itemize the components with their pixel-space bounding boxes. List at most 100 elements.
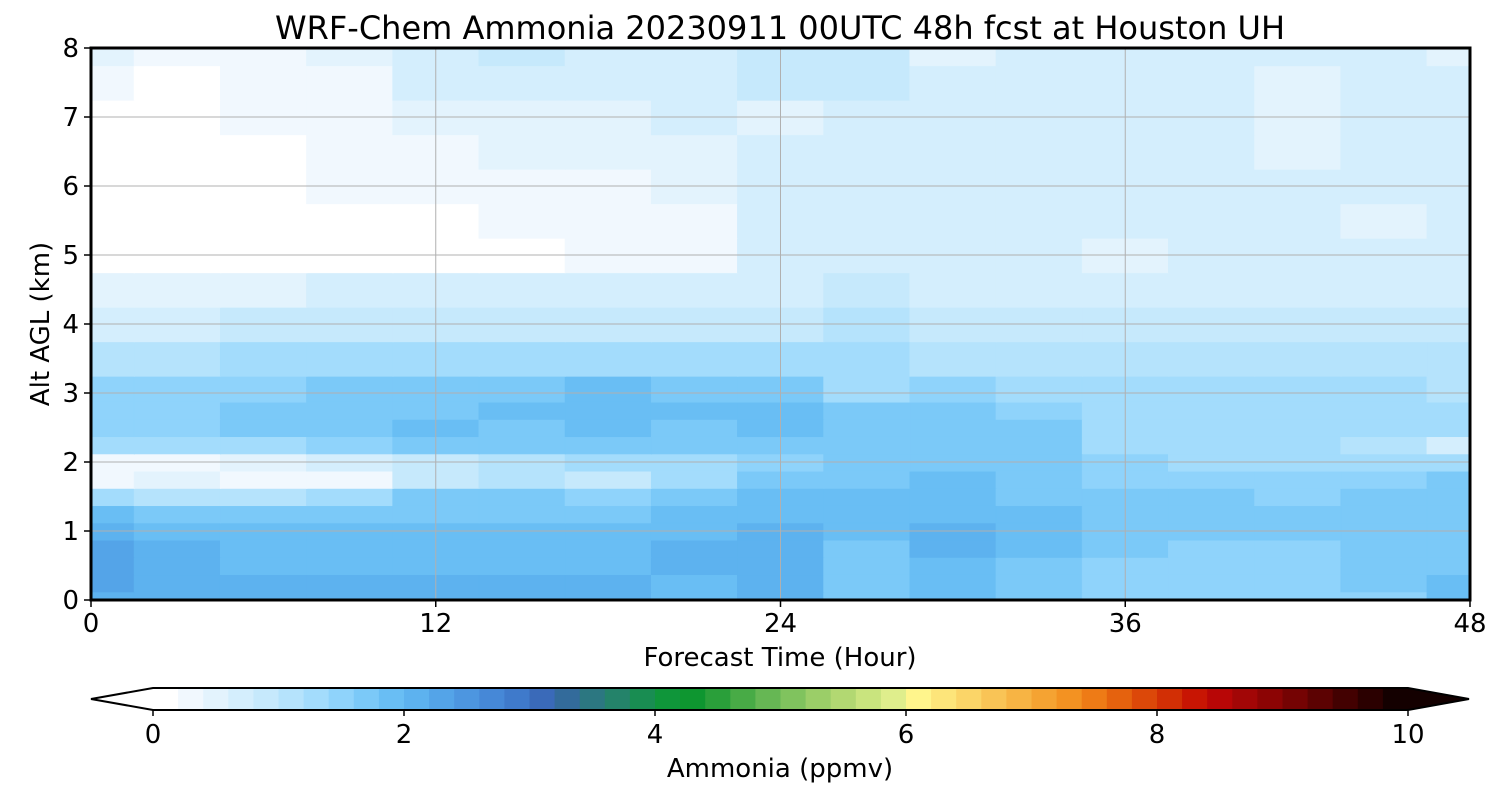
heatmap-cell — [564, 470, 653, 489]
heatmap-cell — [91, 401, 135, 420]
heatmap-cell — [995, 470, 1084, 489]
heatmap-cell — [1168, 271, 1256, 308]
heatmap-cell — [995, 573, 1084, 593]
heatmap-cell — [133, 375, 222, 403]
colorbar-swatch — [1006, 688, 1032, 710]
colorbar-tick-label: 8 — [1149, 720, 1166, 750]
heatmap-cell — [909, 556, 997, 576]
heatmap-cell — [306, 340, 394, 377]
heatmap-cell — [306, 504, 394, 524]
heatmap-cell — [219, 435, 308, 455]
colorbar-extend-max — [1408, 688, 1469, 710]
heatmap-cell — [91, 375, 135, 403]
heatmap-cell — [909, 375, 997, 403]
heatmap-cell — [909, 64, 997, 101]
heatmap-cell — [909, 539, 997, 558]
colorbar-swatch — [454, 688, 480, 710]
heatmap-cell — [1426, 539, 1470, 558]
heatmap-cell — [1168, 48, 1256, 67]
heatmap-cell — [1254, 470, 1342, 489]
heatmap-cell — [1254, 556, 1342, 576]
colorbar-swatch — [1031, 688, 1058, 710]
colorbar-extend-min — [91, 688, 153, 710]
colorbar-swatch — [228, 688, 254, 710]
heatmap-cell — [91, 470, 135, 489]
heatmap-cell — [478, 539, 566, 558]
heatmap-cell — [1340, 133, 1428, 170]
colorbar-swatch — [504, 688, 530, 710]
heatmap-cell — [650, 48, 739, 67]
colorbar-tick-label: 10 — [1391, 720, 1424, 750]
colorbar-swatch — [1157, 688, 1183, 710]
heatmap-cell — [1254, 48, 1342, 67]
heatmap-cell — [823, 375, 911, 403]
colorbar-swatch — [303, 688, 330, 710]
heatmap-cell — [91, 48, 135, 67]
heatmap-cell — [133, 435, 222, 455]
heatmap-cell — [1168, 64, 1256, 101]
heatmap-cell — [1254, 573, 1342, 593]
heatmap-cell — [133, 487, 222, 507]
heatmap-cell — [823, 539, 911, 558]
heatmap-cell — [909, 271, 997, 308]
colorbar-swatch — [178, 688, 204, 710]
heatmap-cell — [1340, 340, 1428, 377]
heatmap-cell — [306, 470, 394, 489]
heatmap-cell — [219, 271, 308, 308]
heatmap-cell — [1426, 435, 1470, 455]
heatmap-cell — [823, 48, 911, 67]
heatmap-cell — [219, 504, 308, 524]
colorbar-swatch — [629, 688, 656, 710]
heatmap-cell — [564, 48, 653, 67]
heatmap-cell — [823, 435, 911, 455]
heatmap-cell — [133, 271, 222, 308]
y-tick-label: 5 — [62, 241, 79, 271]
colorbar-swatch — [554, 688, 581, 710]
heatmap-cell — [995, 375, 1084, 403]
heatmap-cell — [133, 48, 222, 67]
colorbar-swatch — [1182, 688, 1208, 710]
heatmap-cell — [91, 271, 135, 308]
y-tick-label: 0 — [62, 586, 79, 616]
heatmap-cell — [1168, 573, 1256, 593]
heatmap-cell — [91, 340, 135, 377]
heatmap-cell — [478, 418, 566, 438]
heatmap-cell — [306, 487, 394, 507]
colorbar-swatch — [579, 688, 606, 710]
heatmap-cell — [91, 573, 135, 593]
heatmap-cell — [1340, 470, 1428, 489]
heatmap-cell — [995, 556, 1084, 576]
heatmap-cell — [823, 504, 911, 524]
heatmap-cell — [91, 64, 135, 101]
colorbar-swatch — [906, 688, 932, 710]
heatmap-cell — [91, 487, 135, 507]
heatmap-cell — [995, 435, 1084, 455]
heatmap-cell — [564, 64, 653, 101]
heatmap-cell — [1426, 375, 1470, 403]
colorbar-swatch — [705, 688, 731, 710]
colorbar-swatch — [1257, 688, 1283, 710]
heatmap-cell — [478, 133, 566, 170]
heatmap-cell — [995, 418, 1084, 438]
heatmap-field — [91, 48, 1470, 600]
heatmap-cell — [133, 202, 222, 239]
y-tick-label: 1 — [62, 517, 79, 547]
heatmap-cell — [650, 340, 739, 377]
heatmap-cell — [995, 504, 1084, 524]
colorbar-swatch — [1332, 688, 1359, 710]
heatmap-cell — [823, 487, 911, 507]
y-tick-label: 2 — [62, 448, 79, 478]
heatmap-cell — [564, 435, 653, 455]
heatmap-cell — [650, 64, 739, 101]
heatmap-cell — [1168, 340, 1256, 377]
heatmap-cell — [306, 202, 394, 239]
heatmap-cell — [1340, 487, 1428, 507]
heatmap-cell — [1426, 573, 1470, 593]
x-tick-label: 48 — [1453, 609, 1486, 639]
heatmap-cell — [1340, 504, 1428, 524]
heatmap-cell — [306, 133, 394, 170]
heatmap-cell — [1254, 202, 1342, 239]
heatmap-cell — [823, 202, 911, 239]
heatmap-cell — [650, 573, 739, 593]
heatmap-cell — [478, 556, 566, 576]
